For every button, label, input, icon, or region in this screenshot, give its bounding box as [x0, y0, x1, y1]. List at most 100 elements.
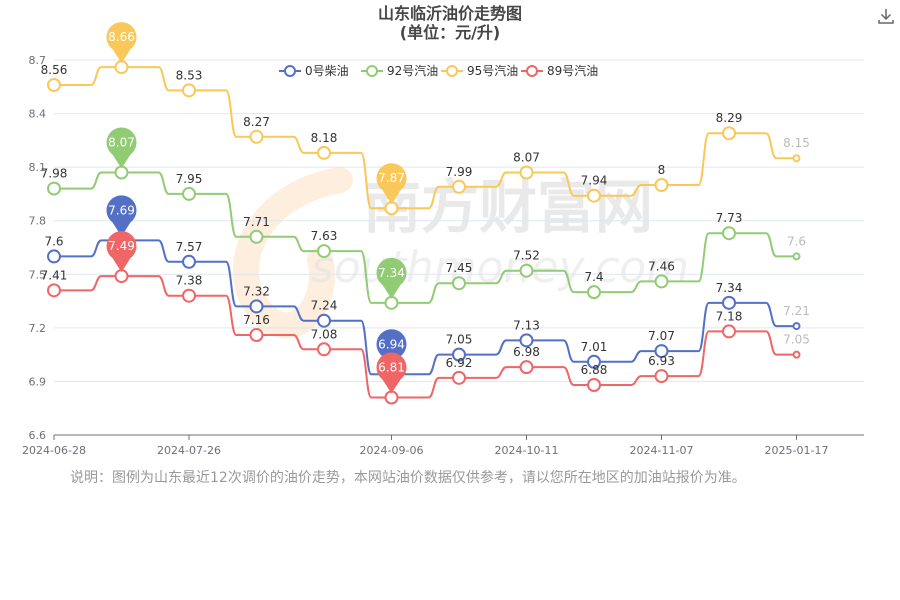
data-point	[452, 370, 466, 385]
pin-tail	[112, 258, 131, 273]
data-point	[47, 249, 61, 264]
legend-item-3[interactable]: 95号汽油	[441, 63, 518, 78]
data-point	[452, 347, 466, 362]
pin-marker: 7.49	[106, 231, 137, 273]
legend-swatch-dot	[366, 65, 378, 77]
pin-tail	[382, 190, 401, 205]
y-tick-label: 8.7	[29, 54, 47, 67]
legend-label: 89号汽油	[547, 63, 598, 78]
legend-item-4[interactable]: 89号汽油	[521, 63, 598, 78]
data-point	[587, 378, 601, 392]
pin-head	[376, 329, 407, 360]
series-4	[47, 269, 801, 405]
grid	[54, 59, 864, 382]
series-2	[47, 165, 801, 310]
data-label: 6.88	[581, 363, 608, 377]
data-label: 7.18	[716, 309, 743, 323]
data-label: 7.71	[243, 215, 270, 229]
watermark-text: 南方财富网	[363, 173, 653, 241]
x-tick-label: 2024-09-06	[360, 444, 424, 457]
y-tick-label: 8.1	[29, 161, 47, 174]
download-icon[interactable]	[877, 7, 895, 25]
data-point	[722, 324, 736, 339]
legend-label: 92号汽油	[387, 63, 438, 78]
data-point	[792, 154, 801, 163]
data-point	[317, 145, 331, 160]
data-point	[519, 333, 534, 348]
pin-label: 7.49	[108, 239, 135, 253]
data-label: 7.95	[176, 172, 203, 186]
x-tick-label: 2024-07-26	[157, 444, 221, 457]
pin-head	[106, 195, 137, 226]
data-label: 7.13	[513, 318, 540, 332]
pin-marker: 7.87	[376, 163, 407, 205]
data-label: 7.08	[311, 327, 338, 341]
data-label: 7.32	[243, 284, 270, 298]
data-label: 8.29	[716, 111, 743, 125]
data-label: 7.6	[787, 234, 806, 248]
pin-label: 7.69	[108, 203, 135, 217]
pin-tail	[112, 222, 131, 237]
pin-tail	[382, 379, 401, 394]
data-label: 7.24	[311, 299, 338, 313]
data-point	[249, 299, 264, 314]
data-label: 8	[658, 163, 666, 177]
data-point	[722, 295, 736, 310]
axes: 6.6 6.9 7.2 7.5 7.8 8.1 8.4 8.7 2024-06-28 2024-0…	[22, 54, 864, 457]
legend-swatch-dot	[284, 65, 296, 77]
data-label: 7.73	[716, 211, 743, 225]
data-label: 7.21	[783, 304, 810, 318]
chart-subtitle: (单位：元/升)	[400, 23, 500, 42]
data-point	[587, 188, 601, 203]
legend-item-1[interactable]: 0号柴油	[279, 64, 349, 78]
data-label: 7.07	[648, 329, 675, 343]
data-point	[317, 313, 331, 328]
data-point	[182, 288, 196, 303]
data-label: 6.92	[446, 356, 473, 370]
data-label: 8.15	[783, 136, 810, 150]
data-label: 7.98	[41, 167, 68, 181]
data-point	[587, 354, 601, 369]
legend-swatch-dot	[446, 65, 458, 77]
data-point	[249, 229, 264, 244]
y-tick-label: 7.2	[29, 322, 47, 335]
pin-head	[106, 127, 137, 158]
data-label: 7.05	[446, 333, 473, 347]
pin-marker: 7.34	[376, 257, 407, 299]
pin-label: 8.66	[108, 30, 135, 44]
series-line	[54, 171, 797, 304]
data-label: 7.38	[176, 274, 203, 288]
data-label: 7.6	[44, 234, 63, 248]
pin-marker: 8.07	[106, 127, 137, 169]
data-label: 6.93	[648, 354, 675, 368]
pin-marker: 8.66	[106, 22, 137, 64]
series-layer	[47, 60, 801, 405]
data-point	[792, 252, 801, 261]
data-label: 7.05	[783, 333, 810, 347]
data-point	[519, 263, 534, 278]
chart-note: 说明：图例为山东最近12次调价的油价走势，本网站油价数据仅供参考，请以您所在地区…	[70, 470, 746, 486]
pin-head	[376, 352, 407, 383]
data-labels: 7.6 7.57 7.32 7.24 7.05 7.13 7.01 7.07 7.34 7.21 7…	[41, 63, 810, 377]
data-point	[47, 78, 61, 92]
x-tick-label: 2024-06-28	[22, 444, 86, 457]
legend-item-2[interactable]: 92号汽油	[361, 63, 438, 78]
pin-label: 6.81	[378, 361, 405, 375]
data-point	[182, 254, 196, 269]
pin-head	[106, 231, 137, 262]
pin-head	[376, 163, 407, 194]
data-point	[792, 322, 801, 331]
y-tick-label: 6.6	[29, 429, 47, 442]
data-label: 8.07	[513, 151, 540, 165]
pin-label: 6.94	[378, 337, 405, 351]
data-point	[587, 285, 601, 300]
series-line	[54, 275, 797, 399]
data-label: 7.01	[581, 340, 608, 354]
data-label: 8.18	[311, 131, 338, 145]
watermark-swoosh	[232, 167, 353, 339]
pin-marker: 6.81	[376, 352, 407, 394]
data-point	[722, 226, 736, 241]
data-point	[317, 342, 331, 357]
legend[interactable]: 0号柴油 92号汽油 95号汽油 89号汽油	[279, 63, 598, 78]
